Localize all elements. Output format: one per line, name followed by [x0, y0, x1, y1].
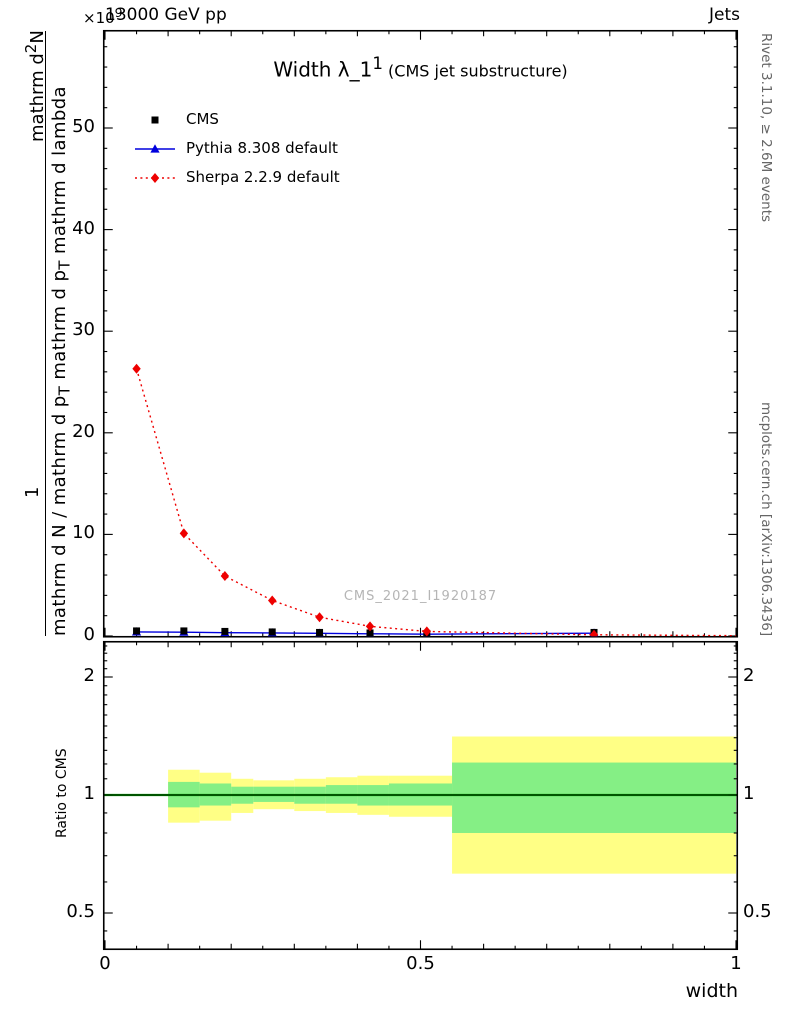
ylabel-den-sub-a: T: [55, 385, 74, 396]
ratio-y-tick-label-right: 1: [743, 783, 755, 804]
sherpa-data-point: [220, 571, 230, 582]
sherpa-data-point: [315, 612, 324, 623]
main-y-tick-label: 30: [72, 319, 95, 341]
sherpa-data-point: [422, 626, 432, 637]
x-tick-label: 0.5: [406, 953, 435, 974]
process-label: Jets: [709, 5, 740, 25]
cms-data-point: [268, 628, 276, 636]
cms-data-point: [316, 628, 324, 636]
cms-data-point: [366, 629, 374, 637]
legend-item-cms: CMS: [133, 104, 340, 133]
axis-ticks: [103, 30, 738, 950]
sherpa-data-point: [132, 363, 141, 374]
sherpa-data-point: [268, 595, 277, 606]
main-y-tick-label: 10: [72, 522, 95, 544]
y-axis-label-one: 1: [22, 486, 43, 498]
cms-marker-icon: [133, 112, 177, 126]
sherpa-marker-icon: [133, 170, 177, 184]
rivet-version-note: Rivet 3.1.10, ≥ 2.6M events: [758, 33, 774, 223]
ylabel-den-sub-b: T: [55, 260, 74, 270]
ylabel-d2n-sup: 2: [22, 43, 40, 54]
main-y-tick-label: 20: [72, 420, 95, 442]
plot-title-suffix: (CMS jet substructure): [382, 61, 568, 81]
x-axis-label: width: [685, 980, 738, 1002]
watermark: CMS_2021_I1920187: [343, 589, 498, 604]
cms-data-point: [180, 627, 188, 635]
legend-label-sherpa: Sherpa 2.2.9 default: [186, 167, 340, 186]
sherpa-line: [135, 368, 737, 637]
legend-label-pythia: Pythia 8.308 default: [186, 138, 338, 157]
main-series: [131, 363, 737, 637]
ratio-y-tick-label-left: 2: [83, 665, 95, 686]
plot-title-main: Width λ_1: [273, 57, 373, 82]
ratio-y-tick-label-right: 0.5: [743, 901, 772, 922]
legend: CMS Pythia 8.308 default Sherpa 2.2.9 de…: [133, 104, 340, 191]
ratio-green-band: [452, 762, 736, 833]
sherpa-markers: [132, 363, 599, 637]
main-y-tick-label: 50: [72, 116, 95, 137]
pythia-marker-icon: [133, 141, 177, 155]
ratio-y-tick-label-left: 1: [83, 783, 95, 804]
legend-item-pythia: Pythia 8.308 default: [133, 133, 340, 162]
axis-scale-factor: ×109: [83, 5, 123, 27]
legend-label-cms: CMS: [186, 109, 219, 128]
mcplots-reference-note: mcplots.cern.ch [arXiv:1306.3436]: [758, 402, 774, 637]
ratio-y-tick-label-left: 0.5: [66, 901, 95, 922]
x-tick-label: 0: [99, 953, 111, 974]
plot-title: Width λ_11 (CMS jet substructure): [103, 54, 738, 82]
ratio-y-tick-label-right: 2: [743, 665, 755, 686]
y-axis-fraction-bar: [45, 31, 47, 636]
x-tick-label: 1: [730, 953, 742, 974]
beam-energy-label: 13000 GeV pp: [105, 5, 227, 25]
sherpa-data-point: [365, 621, 375, 632]
legend-item-sherpa: Sherpa 2.2.9 default: [133, 162, 340, 191]
sherpa-data-point: [589, 629, 599, 637]
y-axis-label-denominator: mathrm d N / mathrm d pT mathrm d pT mat…: [49, 86, 74, 636]
ratio-bands: [168, 736, 736, 874]
main-y-tick-label: 0: [83, 624, 95, 645]
pythia-line: [136, 631, 595, 635]
cms-data-point: [221, 627, 229, 635]
main-y-tick-label: 40: [72, 217, 95, 239]
plot-title-superscript: 1: [372, 54, 383, 73]
cms-data-point: [133, 627, 141, 635]
sherpa-data-point: [179, 528, 189, 539]
